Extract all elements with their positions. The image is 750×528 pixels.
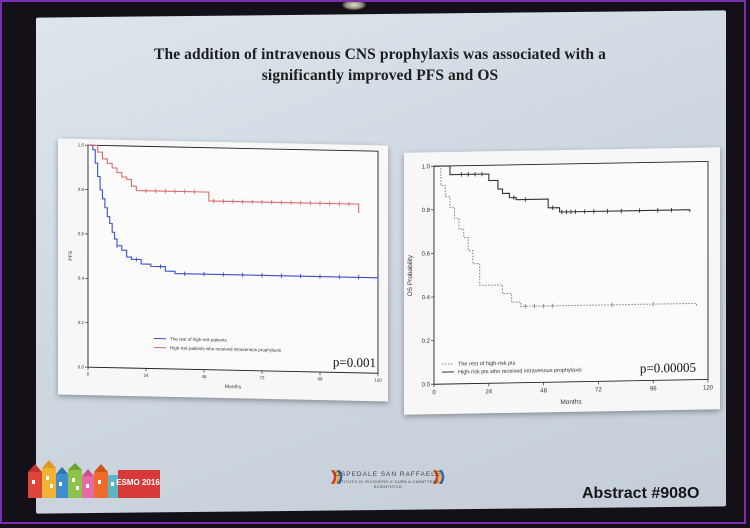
os-chart: 0 24 48 72 96 120 0.0 0.2 0.4 0.6 0.8 1.0 Months OS P… bbox=[407, 160, 714, 406]
y-tick-label: 0.6 bbox=[78, 231, 85, 236]
x-tick-label: 48 bbox=[201, 374, 207, 379]
abstract-label: Abstract #908O bbox=[582, 485, 700, 502]
x-tick-label: 24 bbox=[143, 373, 149, 378]
conference-label: ESMO 2016 bbox=[116, 478, 160, 487]
x-tick-label: 120 bbox=[703, 385, 714, 391]
hospital-emblem-icon bbox=[331, 470, 445, 484]
x-tick-label: 96 bbox=[317, 376, 323, 381]
legend-entry: The rest of high-risk pts bbox=[458, 361, 516, 368]
y-tick-label: 0.4 bbox=[422, 295, 431, 301]
hospital-logo: OSPEDALE SAN RAFFAELE ISTITUTO DI RICOVE… bbox=[328, 470, 448, 489]
p-value-annotation: p=0.001 bbox=[333, 354, 376, 370]
legend-entry: High-risk pts who received intravenous p… bbox=[458, 367, 582, 375]
slide-title-line-2: significantly improved PFS and OS bbox=[261, 67, 499, 84]
x-tick-label: 120 bbox=[374, 378, 382, 383]
pfs-chart: 0 24 48 72 96 120 0.0 0.2 0.4 0.6 0.8 1.0 Months PFS T… bbox=[68, 142, 382, 390]
y-tick-label: 1.0 bbox=[78, 142, 85, 147]
y-tick-label: 0.4 bbox=[78, 276, 85, 281]
y-axis-label: OS Probability bbox=[407, 254, 414, 296]
pfs-chart-panel: 0 24 48 72 96 120 0.0 0.2 0.4 0.6 0.8 1.0 Months PFS T… bbox=[58, 138, 388, 402]
legend-entry: High-risk patients who received intraven… bbox=[170, 345, 282, 352]
series-line-2 bbox=[88, 144, 360, 214]
hospital-name: OSPEDALE SAN RAFFAELE bbox=[334, 471, 442, 478]
slide-title: The addition of intravenous CNS prophyla… bbox=[120, 44, 640, 86]
y-tick-label: 0.8 bbox=[422, 208, 431, 214]
series-line-1 bbox=[434, 165, 698, 307]
y-axis-label: PFS bbox=[68, 250, 74, 261]
esmo-logo bbox=[28, 460, 160, 498]
y-tick-label: 0.2 bbox=[78, 320, 85, 325]
x-tick-label: 72 bbox=[259, 375, 265, 380]
x-axis-label: Months bbox=[560, 399, 582, 406]
os-chart-panel: 0 24 48 72 96 120 0.0 0.2 0.4 0.6 0.8 1.0 Months OS P… bbox=[404, 147, 720, 415]
plot-area bbox=[87, 144, 379, 374]
x-tick-label: 48 bbox=[540, 388, 547, 394]
y-tick-label: 0.6 bbox=[422, 251, 431, 257]
x-tick-label: 24 bbox=[485, 389, 492, 395]
stage-light bbox=[342, 0, 366, 10]
hospital-subtitle: ISTITUTO DI RICOVERO E CURA A CARATTERE … bbox=[337, 479, 439, 489]
x-axis-label: Months bbox=[225, 384, 242, 390]
y-tick-label: 0.8 bbox=[78, 187, 85, 192]
p-value-annotation: p=0.00005 bbox=[640, 360, 696, 376]
y-tick-label: 0.2 bbox=[422, 339, 431, 345]
x-tick-label: 0 bbox=[87, 372, 90, 377]
series-line-1 bbox=[88, 144, 379, 285]
series-line-2 bbox=[434, 165, 691, 213]
x-tick-label: 96 bbox=[650, 386, 657, 392]
y-tick-label: 0.0 bbox=[422, 382, 431, 388]
y-tick-label: 1.0 bbox=[422, 164, 431, 170]
y-tick-label: 0.0 bbox=[78, 364, 85, 369]
x-tick-label: 72 bbox=[595, 387, 602, 393]
legend-entry: The rest of high-risk patients bbox=[170, 336, 228, 342]
slide-title-line-1: The addition of intravenous CNS prophyla… bbox=[154, 46, 606, 63]
x-tick-label: 0 bbox=[432, 390, 436, 396]
plot-area bbox=[433, 160, 709, 385]
